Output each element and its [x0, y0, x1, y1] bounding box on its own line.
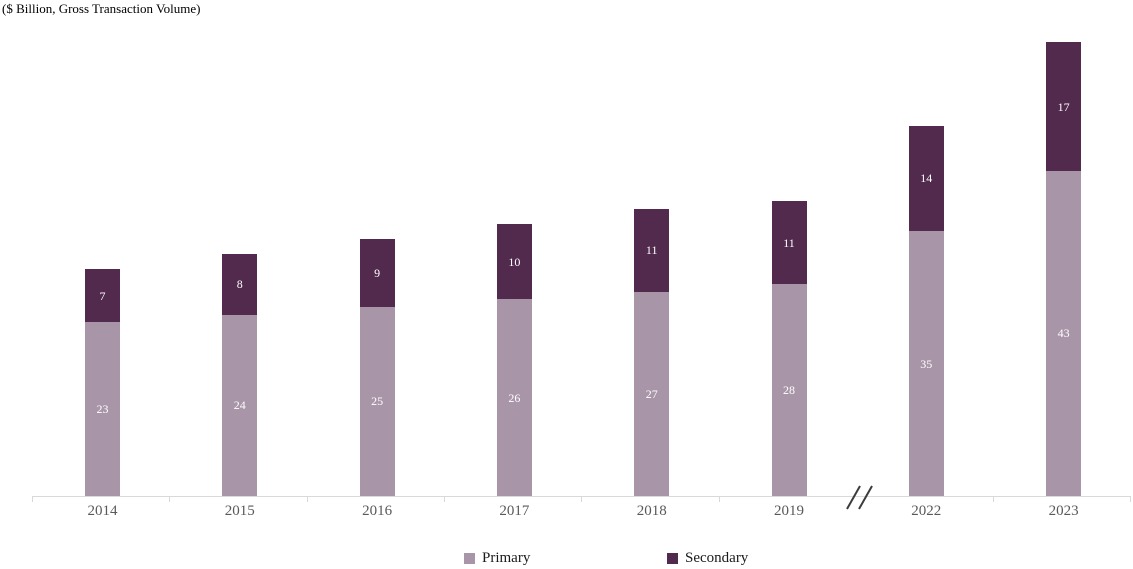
bar-segment-secondary-2023: 17 [1046, 42, 1082, 171]
x-axis-tick [169, 496, 170, 502]
x-axis-label-2023: 2023 [1048, 503, 1079, 519]
bar-value-label: 11 [783, 235, 795, 250]
bar-segment-secondary-2015: 8 [222, 254, 258, 315]
x-axis-tick [32, 496, 33, 502]
legend-label-secondary: Secondary [685, 550, 749, 566]
bar-value-label: 43 [1057, 326, 1070, 341]
legend: Primary Secondary [0, 551, 1133, 569]
x-axis-label-2018: 2018 [636, 503, 667, 519]
bar-segment-secondary-2016: 9 [359, 238, 395, 307]
x-axis-tick [993, 496, 994, 502]
legend-item-secondary: Secondary [667, 551, 748, 566]
x-axis-label-2015: 2015 [224, 503, 255, 519]
bar-segment-secondary-2018: 11 [634, 208, 670, 292]
axis-break-slash [858, 485, 873, 510]
x-axis-label-2016: 2016 [362, 503, 393, 519]
bar-value-label: 25 [371, 394, 384, 409]
bar-2018: 11 27 [634, 208, 670, 496]
bar-value-label: 11 [645, 243, 658, 258]
bar-value-label: 24 [233, 398, 246, 413]
x-axis-tick [307, 496, 308, 502]
legend-swatch-secondary-icon [667, 553, 678, 564]
bar-value-label: 17 [1057, 99, 1070, 114]
bar-2017: 10 26 [496, 223, 532, 496]
bar-value-label: 7 [99, 288, 106, 303]
bar-2015: 8 24 [222, 254, 258, 496]
x-axis-tick [444, 496, 445, 502]
legend-item-primary: Primary [464, 551, 530, 566]
legend-label-primary: Primary [482, 550, 531, 566]
bar-value-label: 27 [645, 386, 658, 401]
x-axis-label-2022: 2022 [911, 503, 942, 519]
bar-segment-primary-2017: 26 [496, 299, 532, 496]
bar-segment-primary-2015: 24 [222, 314, 258, 496]
bar-segment-primary-2016: 25 [359, 306, 395, 496]
x-axis-label-2017: 2017 [499, 503, 530, 519]
x-axis-tick [581, 496, 582, 502]
bar-2019: 11 28 [771, 201, 807, 496]
bar-segment-secondary-2019: 11 [771, 201, 807, 285]
bar-segment-secondary-2022: 14 [908, 125, 944, 232]
bar-segment-primary-2022: 35 [908, 231, 944, 496]
bar-value-label: 14 [920, 171, 933, 186]
bar-value-label: 9 [374, 265, 381, 280]
bar-value-label: 23 [96, 402, 109, 417]
x-axis-label-2014: 2014 [87, 503, 118, 519]
bar-value-label: 26 [508, 390, 521, 405]
bar-value-label: 8 [236, 277, 243, 292]
axis-break-icon [846, 485, 873, 510]
x-axis-tick [1130, 496, 1131, 502]
bar-value-label: 28 [783, 383, 795, 398]
bar-segment-primary-2018: 27 [634, 291, 670, 496]
x-axis-label-2019: 2019 [774, 503, 804, 519]
bar-segment-primary-2019: 28 [771, 284, 807, 496]
bar-segment-primary-2014: 23 [85, 322, 120, 496]
bar-segment-secondary-2017: 10 [496, 223, 532, 300]
bar-value-label: 10 [508, 254, 521, 269]
chart-title: ($ Billion, Gross Transaction Volume) [2, 1, 201, 16]
x-axis-tick [719, 496, 720, 502]
bar-segment-primary-2023: 43 [1046, 170, 1082, 496]
bar-2023: 17 43 [1046, 42, 1082, 496]
bar-value-label: 35 [920, 356, 933, 371]
bar-segment-secondary-2014: 7 [85, 269, 120, 323]
bar-2014: 7 23 [85, 269, 120, 496]
axis-break-slash [846, 485, 861, 510]
legend-swatch-primary-icon [464, 553, 475, 564]
bar-2016: 9 25 [359, 238, 395, 496]
bar-2022: 14 35 [908, 125, 944, 496]
